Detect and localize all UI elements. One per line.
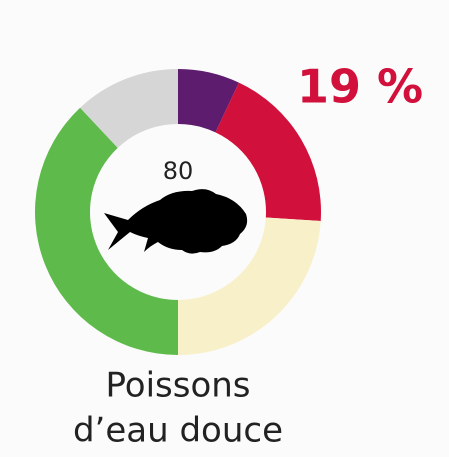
title-line: Poissons [105, 366, 250, 406]
value-label: 19 % [297, 60, 423, 114]
title-line: d’eau douce [73, 411, 283, 451]
slices [35, 69, 322, 356]
donut-slice [35, 107, 179, 356]
donut-slice [215, 82, 322, 221]
fish-icon [104, 189, 248, 254]
donut-slice [178, 217, 321, 355]
donut-slice [80, 69, 178, 148]
donut-slice [178, 69, 239, 133]
center-label: 80 [163, 157, 194, 185]
